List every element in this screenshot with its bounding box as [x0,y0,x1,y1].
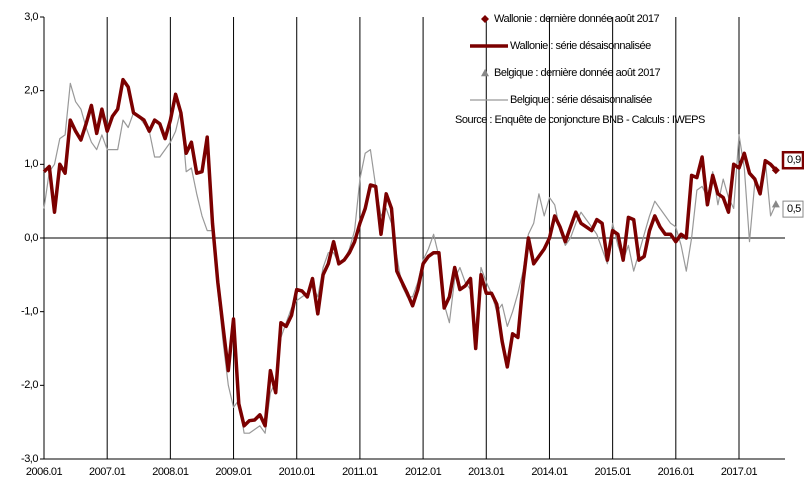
value-label-box [781,150,804,170]
x-tick-label: 2009.01 [215,466,252,478]
x-tick-label: 2007.01 [89,466,126,478]
y-tick-label: 0,0 [24,232,38,244]
x-tick-label: 2012.01 [405,466,442,478]
legend-label: Belgique : dernière donnée août 2017 [494,67,660,79]
x-tick-label: 2008.01 [152,466,189,478]
last-marker [771,166,780,175]
last-marker [771,200,780,208]
y-tick-label: 2,0 [24,85,38,97]
y-tick-label: 1,0 [24,158,38,170]
value-label-box [782,200,804,218]
x-tick-label: 2006.01 [26,466,63,478]
y-tick-label: -1,0 [21,306,38,318]
source-note: Source : Enquête de conjoncture BNB - Ca… [455,114,705,126]
series-line [43,82,777,434]
value-label: 0,5 [787,203,801,215]
x-tick-label: 2014.01 [531,466,568,478]
series-line [42,77,778,428]
y-tick-label: -2,0 [21,379,38,391]
y-tick-label: 3,0 [24,11,38,23]
x-tick-label: 2015.01 [595,466,632,478]
legend-label: Wallonie : série désaisonnalisée [510,40,651,52]
legend-label: Belgique : série désaisonnalisée [510,94,652,106]
x-tick-label: 2011.01 [342,466,378,478]
legend-marker [481,15,489,23]
x-tick-label: 2017.01 [721,466,758,478]
x-tick-label: 2013.01 [468,466,505,478]
x-tick-label: 2010.01 [279,466,316,478]
y-tick-label: -3,0 [21,453,38,465]
value-label: 0,9 [787,154,801,166]
legend-marker [481,69,489,77]
x-tick-label: 2016.01 [658,466,695,478]
legend-label: Wallonie : dernière donnée août 2017 [494,13,659,25]
